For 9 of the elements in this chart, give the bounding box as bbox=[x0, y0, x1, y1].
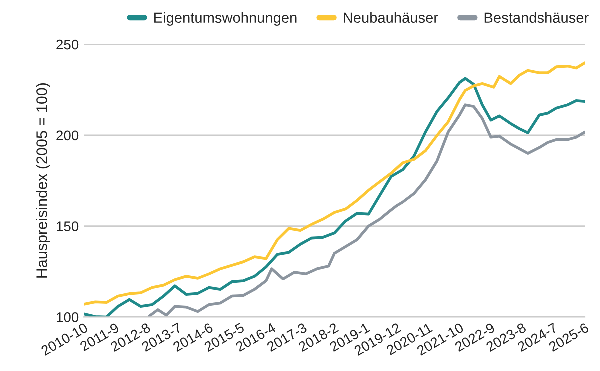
legend-label: Eigentumswohnungen bbox=[154, 12, 297, 26]
line-series bbox=[148, 104, 585, 318]
y-tick-label: 250 bbox=[56, 40, 79, 50]
legend-label: Neubauhäuser bbox=[344, 12, 438, 24]
y-tick-label: 200 bbox=[56, 130, 79, 141]
y-axis-title: Hauspreisindex (2005 = 100) bbox=[36, 84, 50, 278]
y-tick-label: 150 bbox=[57, 222, 79, 232]
y-tick-label: 100 bbox=[57, 312, 79, 322]
legend-label: Bestandshäuser bbox=[484, 12, 589, 24]
